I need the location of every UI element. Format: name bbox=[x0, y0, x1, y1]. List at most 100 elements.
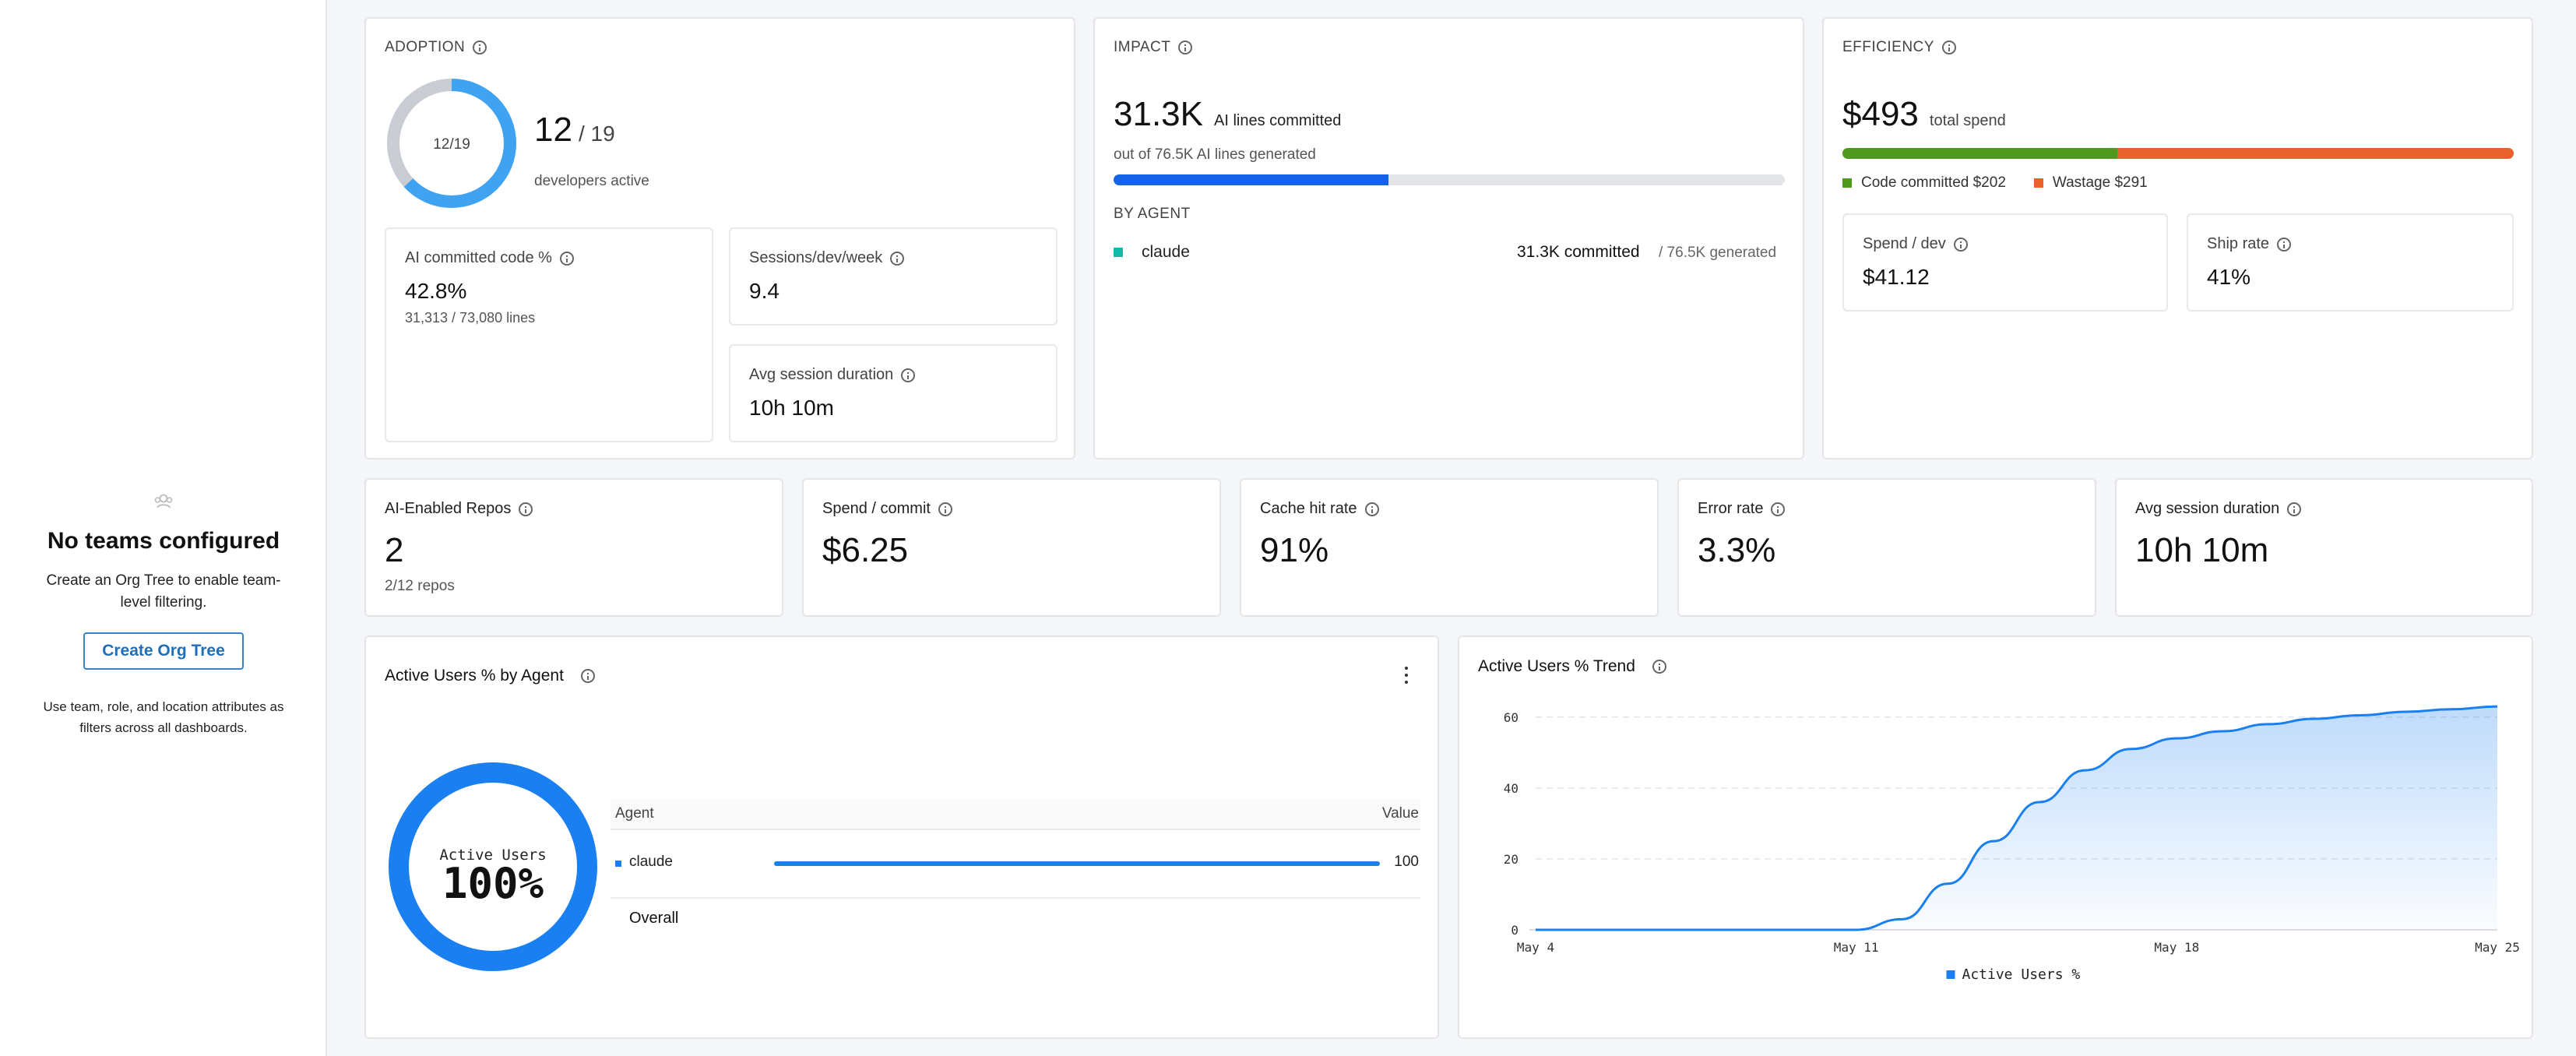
ship-rate-label: Ship rate bbox=[2207, 235, 2292, 253]
agent-generated: / 76.5K generated bbox=[1659, 245, 1777, 261]
kpi-card-cache-hit: Cache hit rate 91% bbox=[1240, 478, 1659, 617]
agent-donut-ring bbox=[389, 762, 597, 971]
lines-committed: 31.3K bbox=[1114, 95, 1203, 133]
total-spend: $493 bbox=[1842, 95, 1919, 133]
trend-area bbox=[1536, 706, 2497, 930]
impact-caption-text: IMPACT bbox=[1114, 39, 1171, 55]
spend-dev-value: $41.12 bbox=[1863, 265, 1930, 289]
col-value: Value bbox=[1381, 805, 1419, 822]
more-options-icon[interactable] bbox=[1402, 665, 1411, 685]
x-tick-label: May 25 bbox=[2475, 940, 2520, 955]
info-icon[interactable] bbox=[580, 669, 595, 683]
sidebar: No teams configured Create an Org Tree t… bbox=[0, 0, 327, 1056]
adoption-caption-text: ADOPTION bbox=[385, 39, 466, 55]
kpi-label: Spend / commit bbox=[822, 500, 952, 518]
info-icon[interactable] bbox=[559, 251, 574, 266]
kpi-label: AI-Enabled Repos bbox=[385, 500, 533, 518]
impact-headline: 31.3K AI lines committed bbox=[1114, 95, 1341, 134]
info-icon[interactable] bbox=[890, 251, 905, 266]
sessions-card: Sessions/dev/week 9.4 bbox=[729, 227, 1057, 326]
info-icon[interactable] bbox=[1953, 237, 1968, 252]
agent-donut-label: Active Users bbox=[439, 847, 546, 864]
adoption-caption: ADOPTION bbox=[385, 39, 487, 56]
info-icon[interactable] bbox=[938, 502, 952, 516]
info-icon[interactable] bbox=[2287, 502, 2302, 516]
trend-line bbox=[1535, 705, 2498, 931]
empty-title: No teams configured bbox=[47, 528, 280, 554]
spend-wastage-segment bbox=[2117, 148, 2514, 159]
ai-code-label: AI committed code % bbox=[405, 249, 574, 267]
y-tick-label: 0 bbox=[1511, 923, 1519, 938]
info-icon[interactable] bbox=[1941, 40, 1956, 55]
spend-legend: Code committed $202 Wastage $291 bbox=[1842, 174, 2148, 192]
avg-session-card: Avg session duration 10h 10m bbox=[729, 344, 1057, 442]
kpi-label: Cache hit rate bbox=[1260, 500, 1379, 518]
avg-session-value: 10h 10m bbox=[749, 396, 834, 420]
agent-row-value: 100 bbox=[1394, 854, 1419, 870]
kpi-card-spend-commit: Spend / commit $6.25 bbox=[802, 478, 1221, 617]
agent-table-header: Agent Value bbox=[611, 799, 1420, 830]
kpi-value: 91% bbox=[1260, 531, 1329, 569]
col-agent: Agent bbox=[615, 805, 654, 822]
by-agent-caption: BY AGENT bbox=[1114, 206, 1191, 222]
agent-row-swatch bbox=[615, 861, 621, 867]
avg-session-label-text: Avg session duration bbox=[749, 366, 894, 383]
ship-rate-label-text: Ship rate bbox=[2207, 235, 2270, 252]
agent-donut: Active Users 100% bbox=[389, 762, 597, 971]
info-icon[interactable] bbox=[473, 40, 487, 55]
agent-donut-value: 100% bbox=[442, 859, 544, 908]
wastage-legend-label: Wastage $291 bbox=[2052, 174, 2148, 191]
kpi-value: 10h 10m bbox=[2135, 531, 2269, 569]
agent-row: claude 31.3K committed / 76.5K generated bbox=[1114, 241, 1785, 265]
spend-dev-label: Spend / dev bbox=[1863, 235, 1968, 253]
total-spend-label: total spend bbox=[1929, 112, 2006, 129]
kpi-card-repos: AI-Enabled Repos 2 2/12 repos bbox=[364, 478, 783, 617]
ship-rate-value: 41% bbox=[2207, 265, 2251, 289]
info-icon[interactable] bbox=[1364, 502, 1379, 516]
lines-committed-label: AI lines committed bbox=[1213, 112, 1342, 129]
ship-rate-card: Ship rate 41% bbox=[2187, 213, 2514, 312]
agent-table-row[interactable]: claude 100 bbox=[611, 832, 1420, 899]
adoption-count: 12 / 19 bbox=[534, 111, 615, 150]
agent-users-panel: Active Users % by Agent Active Users 100… bbox=[364, 635, 1439, 1039]
adoption-ring-arc bbox=[387, 79, 516, 208]
spend-split-bar bbox=[1842, 148, 2514, 159]
agent-row-bar-track bbox=[774, 861, 1380, 866]
kpi-label-text: Cache hit rate bbox=[1260, 500, 1357, 517]
kpi-label-text: Spend / commit bbox=[822, 500, 931, 517]
empty-footnote: Use team, role, and location attributes … bbox=[43, 699, 284, 735]
kpi-value: $6.25 bbox=[822, 531, 909, 569]
sessions-label-text: Sessions/dev/week bbox=[749, 249, 883, 266]
ai-committed-code-card: AI committed code % 42.8% 31,313 / 73,08… bbox=[385, 227, 713, 442]
impact-card: IMPACT 31.3K AI lines committed out of 7… bbox=[1093, 17, 1804, 459]
avg-session-label: Avg session duration bbox=[749, 366, 916, 384]
create-org-tree-button[interactable]: Create Org Tree bbox=[83, 632, 244, 670]
wastage-swatch bbox=[2033, 178, 2043, 188]
trend-chart: 0 20 40 60 May 4 May 11 May 18 May 25 Active Use… bbox=[1504, 705, 2520, 983]
generated-note: out of 76.5K AI lines generated bbox=[1114, 146, 1316, 163]
info-icon[interactable] bbox=[1652, 660, 1666, 674]
x-tick-label: May 11 bbox=[1834, 940, 1879, 955]
active-count: 12 bbox=[534, 111, 572, 149]
sessions-value: 9.4 bbox=[749, 279, 779, 303]
trend-panel-header: Active Users % Trend bbox=[1478, 657, 1666, 676]
info-icon[interactable] bbox=[519, 502, 533, 516]
agent-swatch bbox=[1114, 248, 1123, 257]
info-icon[interactable] bbox=[1178, 40, 1193, 55]
ai-code-value: 42.8% bbox=[405, 279, 467, 303]
kpi-label: Avg session duration bbox=[2135, 500, 2302, 518]
kpi-value: 3.3% bbox=[1698, 531, 1776, 569]
agent-name: claude bbox=[1142, 243, 1190, 261]
info-icon[interactable] bbox=[2277, 237, 2292, 252]
info-icon[interactable] bbox=[1771, 502, 1786, 516]
kpi-label: Error rate bbox=[1698, 500, 1786, 518]
trend-panel: Active Users % Trend 0 20 40 60 May 4 May 11 M… bbox=[1458, 635, 2533, 1039]
kpi-label-text: AI-Enabled Repos bbox=[385, 500, 512, 517]
agent-row-bar-fill bbox=[774, 861, 1380, 866]
info-icon[interactable] bbox=[901, 368, 916, 382]
efficiency-caption-text: EFFICIENCY bbox=[1842, 39, 1934, 55]
sessions-label: Sessions/dev/week bbox=[749, 249, 905, 267]
trend-panel-title: Active Users % Trend bbox=[1478, 657, 1635, 675]
adoption-ring-label: 12/19 bbox=[433, 136, 470, 153]
impact-progress-fill bbox=[1114, 174, 1389, 185]
